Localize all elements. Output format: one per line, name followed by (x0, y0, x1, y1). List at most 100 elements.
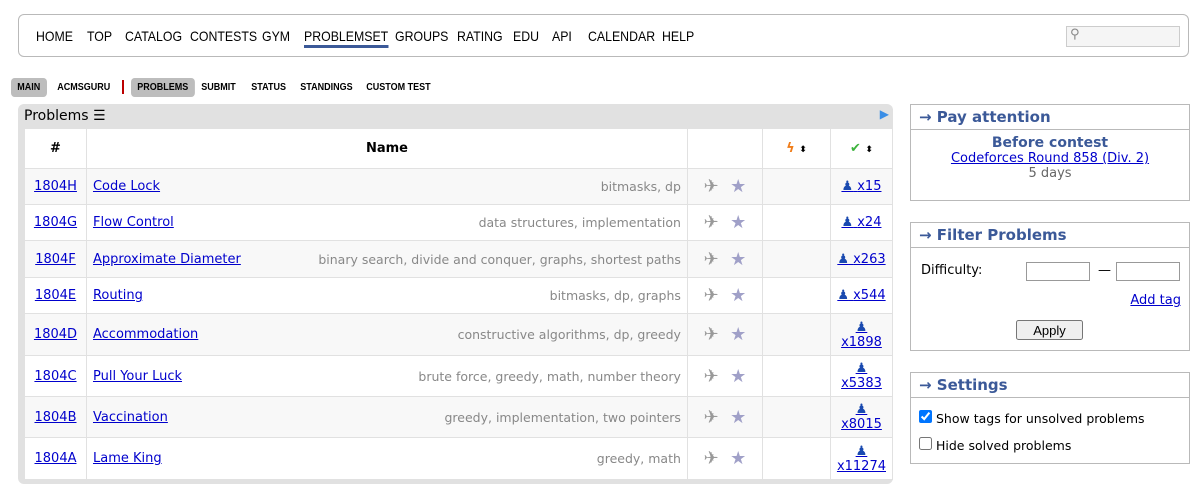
favorite-star-icon[interactable]: ★ (730, 448, 747, 469)
hide-solved-checkbox[interactable] (919, 437, 932, 450)
problem-id-link[interactable]: 1804B (34, 409, 77, 425)
subnav-acmsguru[interactable]: ACMSGURU (57, 82, 111, 93)
submit-icon[interactable]: ✈ (703, 285, 719, 306)
difficulty-cell (761, 437, 831, 480)
problem-name-link[interactable]: Accommodation (92, 327, 199, 342)
problem-tags: binary search, divide and conquer, graph… (318, 251, 681, 267)
problem-id-link[interactable]: 1804G (33, 215, 78, 230)
col-id: # (24, 128, 87, 169)
nav-help[interactable]: HELP (662, 28, 695, 44)
submit-icon[interactable]: ✈ (703, 248, 719, 270)
favorite-star-icon[interactable]: ★ (730, 365, 747, 387)
col-solved[interactable]: ✔ ⬍ (829, 128, 894, 169)
table-row: 1804C Pull Your Luck brute force, greedy,… (24, 355, 894, 397)
nav-edu[interactable]: EDU (513, 28, 540, 44)
apply-button[interactable]: Apply (1016, 320, 1083, 340)
problem-id-link[interactable]: 1804E (34, 288, 77, 303)
favorite-star-icon[interactable]: ★ (730, 285, 747, 306)
subnav-status[interactable]: STATUS (251, 82, 286, 93)
submit-icon[interactable]: ✈ (703, 365, 719, 387)
user-icon: ♟ (855, 443, 868, 459)
problem-tags: data structures, implementation (478, 215, 681, 230)
difficulty-cell (761, 355, 831, 397)
favorite-star-icon[interactable]: ★ (730, 406, 747, 428)
nav-api[interactable]: API (552, 28, 572, 44)
list-icon[interactable]: ☰ (92, 108, 106, 124)
table-row: 1804A Lame King greedy, math ✈ ★ ♟ x11274 (24, 437, 894, 480)
table-row: 1804G Flow Control data structures, imple… (24, 204, 894, 241)
problem-tags: brute force, greedy, math, number theory (418, 368, 681, 384)
problem-name-link[interactable]: Vaccination (92, 409, 168, 425)
submit-icon[interactable]: ✈ (703, 324, 719, 345)
subnav-main[interactable]: MAIN (11, 78, 47, 97)
solved-count-link[interactable]: ♟ x5383 (841, 361, 882, 391)
solved-count-link[interactable]: ♟ x263 (837, 251, 886, 267)
difficulty-cell (761, 168, 831, 205)
table-row: 1804H Code Lock bitmasks, dp ✈ ★ ♟ x15 (24, 168, 894, 205)
solved-count-link[interactable]: ♟ x24 (841, 215, 882, 230)
main-nav: ⚲ HOME TOP CATALOG CONTESTS GYM PROBLEMSET GRO… (18, 14, 1189, 57)
col-difficulty[interactable]: ϟ ⬍ (761, 128, 831, 169)
show-tags-checkbox[interactable] (919, 410, 932, 423)
problem-tags: bitmasks, dp (600, 179, 681, 194)
problem-id-link[interactable]: 1804F (35, 251, 76, 267)
submit-icon[interactable]: ✈ (703, 406, 719, 428)
difficulty-cell (761, 277, 831, 314)
subnav-standings[interactable]: STANDINGS (300, 82, 353, 93)
submit-icon[interactable]: ✈ (703, 176, 719, 197)
solved-count-link[interactable]: ♟ x11274 (836, 443, 886, 474)
problem-name-link[interactable]: Routing (92, 288, 143, 303)
favorite-star-icon[interactable]: ★ (730, 176, 747, 197)
nav-catalog[interactable]: CATALOG (125, 28, 183, 44)
add-tag-link[interactable]: Add tag (1130, 293, 1181, 308)
favorite-star-icon[interactable]: ★ (730, 212, 747, 233)
pay-attention-box: → Pay attention Before contest Codeforce… (910, 104, 1190, 201)
nav-groups[interactable]: GROUPS (395, 28, 449, 44)
problem-id-link[interactable]: 1804H (34, 179, 77, 194)
problem-name-link[interactable]: Pull Your Luck (92, 368, 183, 384)
subnav-custom-test[interactable]: CUSTOM TEST (366, 82, 431, 93)
favorite-star-icon[interactable]: ★ (730, 324, 747, 345)
difficulty-min-input[interactable] (1026, 262, 1090, 281)
solved-count-link[interactable]: ♟ x1898 (841, 319, 882, 350)
problem-id-link[interactable]: 1804C (34, 368, 77, 384)
expand-arrow-icon[interactable]: ▶ (879, 107, 889, 121)
nav-contests[interactable]: CONTESTS (190, 28, 258, 44)
problems-table: # Name ϟ ⬍ ✔ ⬍ 1804H Code Lock bitmasks, … (24, 128, 894, 480)
pay-attention-title: → Pay attention (911, 105, 1189, 130)
table-row: 1804F Approximate Diameter binary search,… (24, 240, 894, 278)
problem-name-link[interactable]: Flow Control (92, 215, 174, 230)
user-icon: ♟ (841, 179, 854, 194)
problem-name-link[interactable]: Code Lock (92, 179, 161, 194)
filter-box: → Filter Problems Difficulty: — Add tag … (910, 222, 1190, 351)
solved-count-link[interactable]: ♟ x8015 (841, 402, 882, 432)
subnav-problems[interactable]: PROBLEMS (131, 78, 195, 97)
nav-calendar[interactable]: CALENDAR (588, 28, 656, 44)
problem-name-link[interactable]: Lame King (92, 451, 162, 466)
solved-count-link[interactable]: ♟ x15 (841, 179, 882, 194)
problem-tags: bitmasks, dp, graphs (549, 288, 681, 303)
problem-id-link[interactable]: 1804A (34, 451, 77, 466)
search-icon: ⚲ (1070, 27, 1080, 42)
settings-box: → Settings Show tags for unsolved proble… (910, 372, 1190, 464)
problem-name-link[interactable]: Approximate Diameter (92, 251, 241, 267)
search-input[interactable]: ⚲ (1066, 26, 1180, 47)
favorite-star-icon[interactable]: ★ (730, 248, 747, 270)
submit-icon[interactable]: ✈ (703, 212, 719, 233)
nav-home[interactable]: HOME (36, 28, 73, 44)
problem-tags: constructive algorithms, dp, greedy (457, 327, 681, 342)
nav-rating[interactable]: RATING (457, 28, 503, 44)
nav-problemset[interactable]: PROBLEMSET (304, 28, 389, 48)
nav-gym[interactable]: GYM (262, 28, 291, 44)
problem-id-link[interactable]: 1804D (33, 327, 78, 342)
difficulty-max-input[interactable] (1116, 262, 1180, 281)
problems-box: Problems ☰ ▶ # Name ϟ ⬍ ✔ ⬍ 1804H Code L… (18, 104, 894, 484)
contest-link[interactable]: Codeforces Round 858 (Div. 2) (950, 151, 1150, 166)
problem-tags: greedy, implementation, two pointers (444, 409, 681, 425)
table-row: 1804D Accommodation constructive algorith… (24, 313, 894, 356)
submit-icon[interactable]: ✈ (703, 448, 719, 469)
subnav-submit[interactable]: SUBMIT (201, 82, 236, 93)
countdown: 5 days (1028, 166, 1072, 181)
solved-count-link[interactable]: ♟ x544 (837, 288, 886, 303)
nav-top[interactable]: TOP (87, 28, 113, 44)
